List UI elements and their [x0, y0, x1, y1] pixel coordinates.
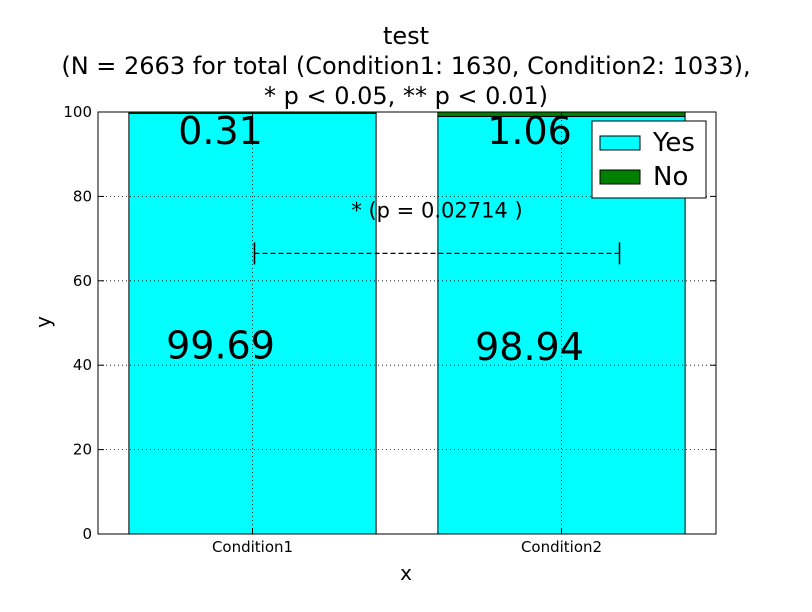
y-axis-label: y: [31, 316, 55, 328]
y-tick-label-3: 60: [73, 272, 92, 290]
x-tick-label-condition1: Condition1: [212, 538, 293, 556]
legend-swatch-yes: [599, 135, 641, 151]
data-label-condition2-yes: 98.94: [475, 325, 584, 369]
legend-label-yes: Yes: [652, 128, 695, 158]
data-label-condition1-no: 0.31: [178, 109, 263, 153]
chart-title-line-2: (N = 2663 for total (Condition1: 1630, C…: [61, 52, 750, 80]
legend-box: [591, 120, 707, 199]
bar-condition1-yes: [128, 112, 377, 535]
significance-label: * (p = 0.02714 ): [351, 198, 522, 222]
y-tick-label-5: 100: [63, 103, 92, 121]
y-tick-label-1: 20: [73, 441, 92, 459]
x-axis-label: x: [400, 561, 412, 585]
legend-label-no: No: [653, 162, 688, 192]
chart-title-line-1: test: [383, 22, 429, 50]
legend-swatch-no: [599, 169, 641, 185]
chart-title-line-3: * p < 0.05, ** p < 0.01): [264, 82, 548, 110]
data-label-condition1-yes: 99.69: [166, 324, 275, 368]
x-tick-label-condition2: Condition2: [521, 538, 602, 556]
plot-frame: [97, 111, 717, 535]
y-tick-label-2: 40: [73, 356, 92, 374]
y-tick-label-0: 0: [82, 525, 92, 543]
y-tick-label-4: 80: [73, 187, 92, 205]
data-label-condition2-no: 1.06: [487, 109, 572, 153]
